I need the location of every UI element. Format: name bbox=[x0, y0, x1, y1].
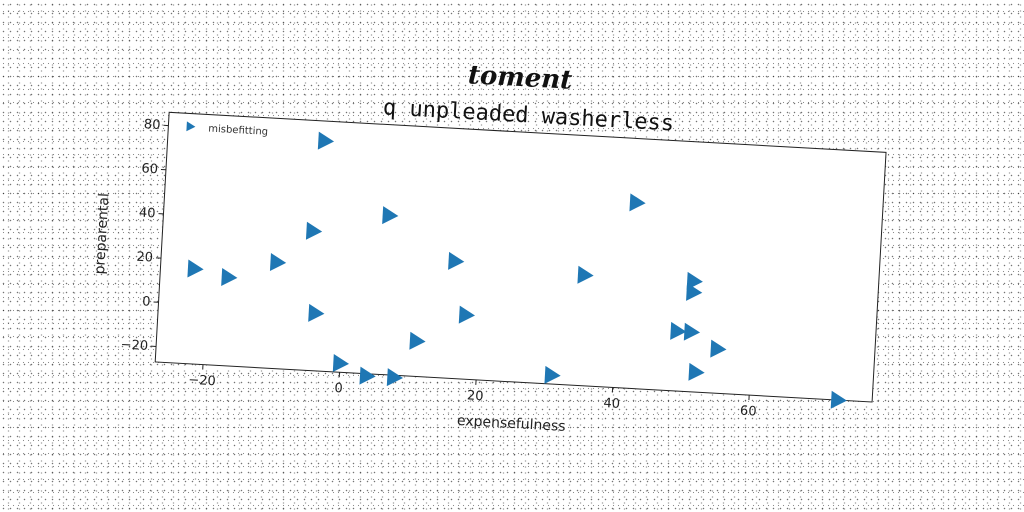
scatter-point bbox=[710, 339, 727, 358]
y-tick-label: 20 bbox=[136, 250, 153, 266]
scatter-point bbox=[686, 282, 703, 301]
legend-marker-icon bbox=[186, 121, 196, 132]
y-tick-label: −20 bbox=[120, 337, 148, 354]
scatter-point bbox=[187, 259, 204, 278]
y-tick-label: 60 bbox=[141, 161, 158, 177]
y-axis: −20 0 20 40 60 80 bbox=[120, 117, 169, 354]
scatter-point bbox=[448, 251, 465, 270]
scatter-point bbox=[305, 221, 323, 240]
scatter-point bbox=[629, 193, 646, 212]
scatter-point bbox=[409, 331, 426, 350]
x-tick-label: 60 bbox=[740, 404, 757, 420]
plot-area bbox=[154, 111, 887, 403]
scatter-point bbox=[317, 131, 335, 150]
scatter-series bbox=[187, 131, 847, 409]
scatter-point bbox=[359, 366, 376, 385]
scatter-point bbox=[332, 354, 350, 373]
scatter-point bbox=[308, 303, 325, 322]
y-tick-label: 80 bbox=[143, 117, 160, 133]
scatter-point bbox=[386, 368, 404, 387]
x-tick-label: 40 bbox=[603, 396, 620, 412]
scatter-point bbox=[544, 365, 561, 384]
x-tick-label: 20 bbox=[466, 388, 483, 404]
scatter-point bbox=[830, 390, 847, 409]
figure-suptitle: toment bbox=[467, 60, 573, 95]
scatter-point bbox=[670, 321, 687, 340]
scatter-point bbox=[577, 265, 594, 284]
plot-group: q unpleaded washerless −20 0 20 40 60 −20020… bbox=[92, 95, 887, 435]
scatter-point bbox=[221, 268, 238, 286]
scatter-point bbox=[382, 206, 399, 225]
y-tick-label: 0 bbox=[142, 294, 151, 309]
y-axis-label: preparental bbox=[92, 193, 113, 275]
x-axis-label: expensefulness bbox=[457, 413, 566, 435]
scatter-point bbox=[269, 253, 287, 271]
y-tick-label: 40 bbox=[139, 206, 156, 222]
x-axis: −20 0 20 40 60 bbox=[188, 364, 757, 420]
legend-entry: misbefitting bbox=[208, 124, 268, 138]
legend: misbefitting bbox=[186, 121, 268, 138]
x-tick-label: −20 bbox=[188, 373, 216, 390]
scatter-point bbox=[458, 305, 475, 324]
scatter-point bbox=[683, 322, 701, 341]
scatter-point bbox=[688, 362, 705, 381]
x-tick-label: 0 bbox=[334, 381, 343, 396]
